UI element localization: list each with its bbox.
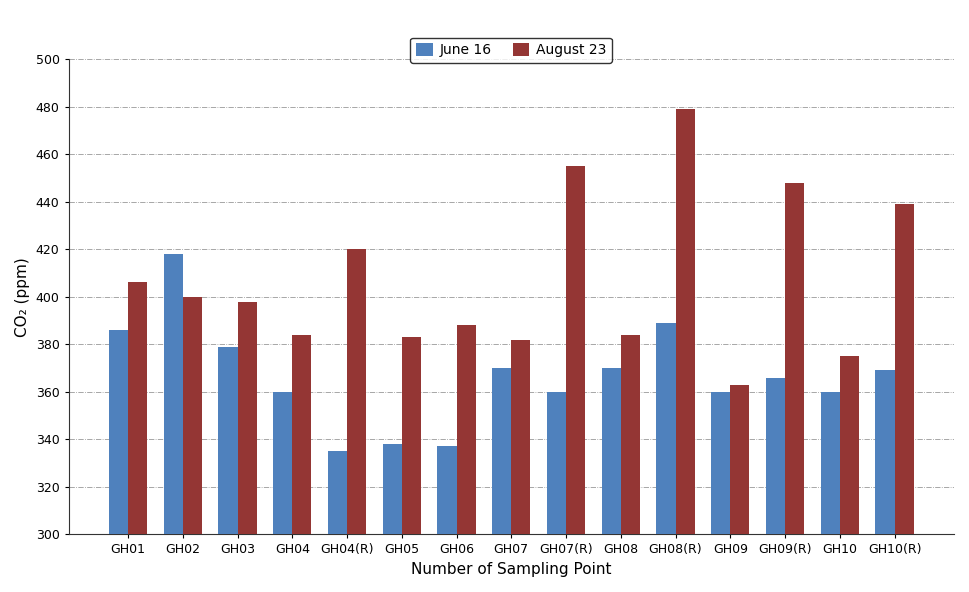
Bar [602, 368, 621, 592]
Bar [328, 451, 347, 592]
Bar [273, 392, 293, 592]
Bar [785, 183, 804, 592]
Bar [437, 446, 456, 592]
Bar [731, 385, 749, 592]
Bar [512, 340, 530, 592]
Y-axis label: CO₂ (ppm): CO₂ (ppm) [15, 257, 30, 337]
Bar [875, 371, 894, 592]
Bar [894, 204, 914, 592]
Bar [237, 301, 257, 592]
Bar [656, 323, 675, 592]
Bar [566, 166, 585, 592]
Bar [218, 347, 237, 592]
Bar [109, 330, 128, 592]
Bar [293, 335, 311, 592]
Bar [456, 325, 476, 592]
Bar [164, 254, 183, 592]
Bar [402, 337, 421, 592]
X-axis label: Number of Sampling Point: Number of Sampling Point [411, 562, 611, 577]
Bar [711, 392, 731, 592]
Bar [128, 282, 147, 592]
Bar [383, 444, 402, 592]
Bar [766, 378, 785, 592]
Bar [347, 249, 366, 592]
Bar [492, 368, 512, 592]
Bar [183, 297, 202, 592]
Bar [821, 392, 840, 592]
Bar [621, 335, 640, 592]
Bar [840, 356, 859, 592]
Legend: June 16, August 23: June 16, August 23 [411, 37, 612, 63]
Bar [547, 392, 566, 592]
Bar [675, 109, 695, 592]
